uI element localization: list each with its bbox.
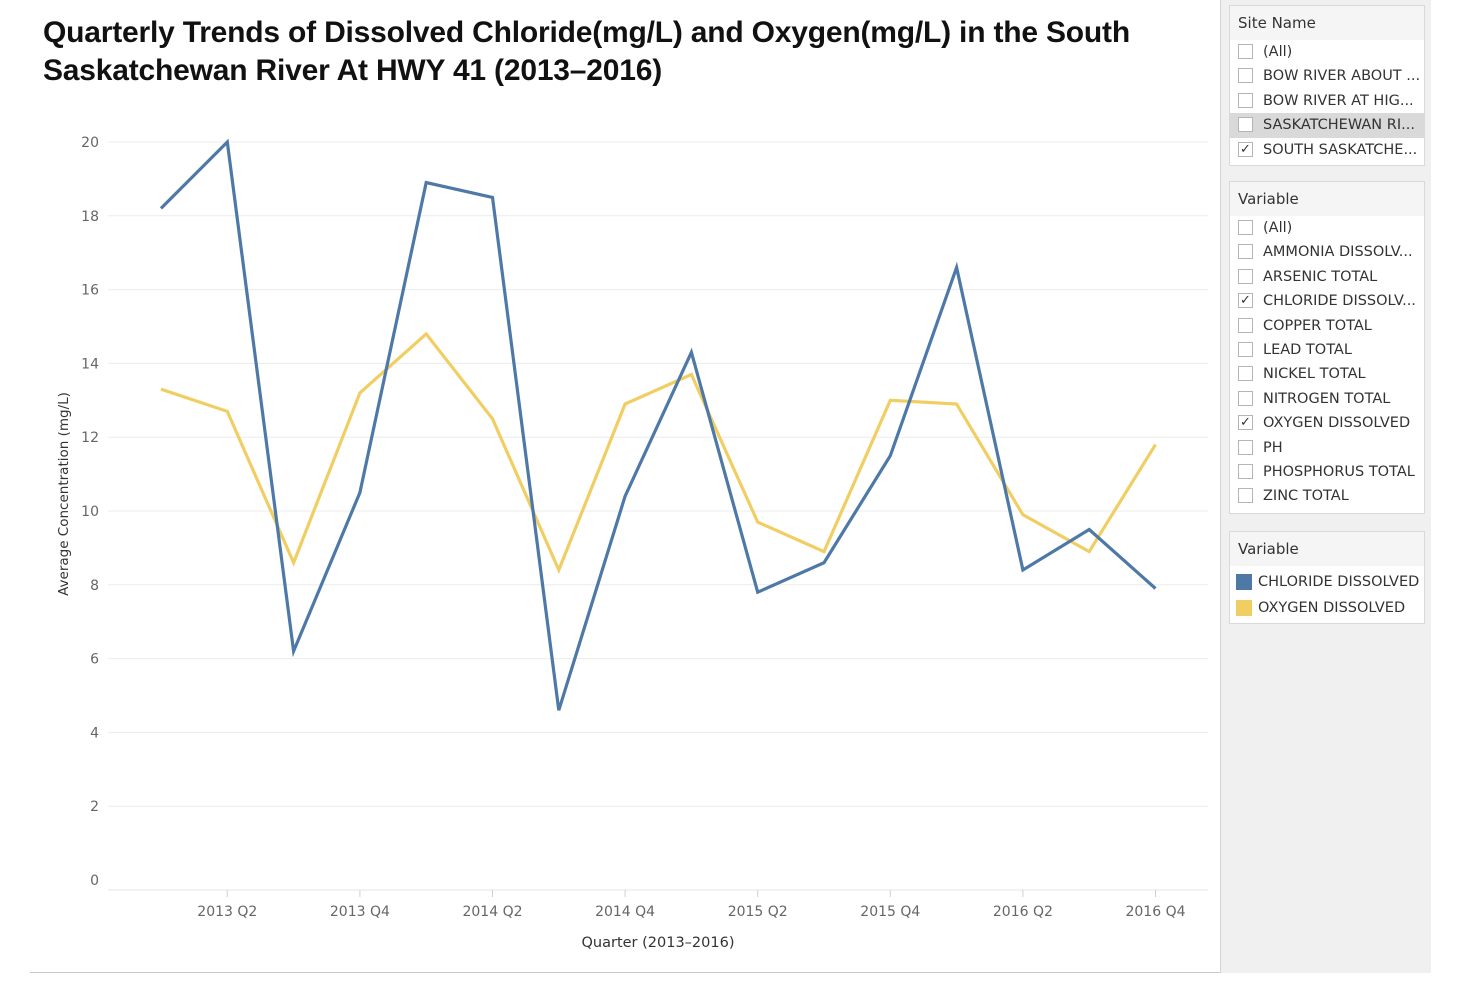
x-axis-label: Quarter (2013–2016) — [582, 935, 735, 951]
site-filter-item[interactable]: (All) — [1230, 40, 1424, 64]
checkbox[interactable] — [1238, 117, 1253, 133]
variable-filter-item-label: CHLORIDE DISSOLV... — [1263, 293, 1416, 310]
y-axis-label: Average Concentration (mg/L) — [56, 392, 72, 596]
y-tick-label: 0 — [90, 873, 99, 889]
site-filter-item[interactable]: BOW RIVER ABOUT ... — [1230, 64, 1424, 88]
y-tick-label: 18 — [81, 209, 99, 225]
checkbox[interactable] — [1238, 463, 1253, 479]
oxygen-series-line[interactable] — [160, 331, 1157, 575]
variable-filter-item-label: NITROGEN TOTAL — [1263, 390, 1391, 407]
color-legend: Variable CHLORIDE DISSOLVED OXYGEN DISSOL… — [1229, 531, 1425, 624]
checkbox[interactable] — [1238, 390, 1253, 406]
x-tick-label: 2016 Q4 — [1125, 904, 1185, 920]
checkbox[interactable] — [1238, 220, 1253, 235]
checkbox[interactable] — [1238, 92, 1253, 108]
site-filter-item-label: (All) — [1263, 44, 1293, 60]
site-filter-item-label: SOUTH SASKATCHE... — [1263, 141, 1418, 158]
legend-title: Variable — [1230, 532, 1424, 566]
variable-filter-item[interactable]: ARSENIC TOTAL — [1230, 265, 1424, 289]
checkbox[interactable]: ✓ — [1238, 141, 1253, 157]
variable-filter-item[interactable]: AMMONIA DISSOLV... — [1230, 240, 1424, 264]
x-tick-label: 2013 Q4 — [330, 904, 390, 920]
checkbox[interactable]: ✓ — [1238, 293, 1253, 309]
site-name-filter: Site Name (All) BOW RIVER ABOUT ... BOW RI… — [1229, 5, 1425, 166]
site-filter-item-label: BOW RIVER ABOUT ... — [1263, 68, 1421, 85]
variable-filter-item[interactable]: NICKEL TOTAL — [1230, 362, 1424, 386]
y-tick-label: 14 — [81, 356, 99, 372]
site-filter-item-label: BOW RIVER AT HIG... — [1263, 92, 1414, 109]
divider — [30, 972, 1220, 973]
checkbox[interactable] — [1238, 439, 1253, 455]
legend-item-label: OXYGEN DISSOLVED — [1258, 600, 1406, 616]
variable-filter-title: Variable — [1230, 182, 1424, 216]
y-tick-label: 4 — [90, 725, 99, 741]
site-filter-item[interactable]: ✓ SOUTH SASKATCHE... — [1230, 138, 1424, 162]
y-tick-label: 6 — [90, 652, 99, 668]
checkbox[interactable] — [1238, 68, 1253, 84]
chloride-series-line[interactable] — [159, 138, 1157, 711]
gridlines — [108, 141, 1208, 891]
x-tick-label: 2014 Q2 — [462, 904, 522, 920]
variable-filter-item-label: ARSENIC TOTAL — [1263, 268, 1378, 285]
series-lines — [159, 138, 1157, 711]
legend-swatch — [1236, 574, 1252, 590]
variable-filter-item[interactable]: PHOSPHORUS TOTAL — [1230, 460, 1424, 484]
variable-filter-item-label: LEAD TOTAL — [1263, 341, 1352, 358]
x-tick-label: 2015 Q4 — [860, 904, 920, 920]
y-tick-label: 20 — [81, 135, 99, 151]
y-tick-label: 10 — [81, 504, 99, 520]
variable-filter-item[interactable]: (All) — [1230, 216, 1424, 240]
y-tick-label: 8 — [90, 578, 99, 594]
variable-filter-item[interactable]: PH — [1230, 436, 1424, 460]
y-tick-label: 2 — [90, 799, 99, 815]
legend-item[interactable]: CHLORIDE DISSOLVED — [1230, 569, 1424, 595]
y-axis-ticks: 0 2 4 6 8 10 12 14 16 18 20 — [81, 135, 99, 889]
variable-filter-item[interactable]: ZINC TOTAL — [1230, 484, 1424, 508]
variable-filter-item-label: (All) — [1263, 220, 1293, 236]
checkbox[interactable] — [1238, 341, 1253, 357]
checkbox[interactable] — [1238, 317, 1253, 333]
legend-item[interactable]: OXYGEN DISSOLVED — [1230, 595, 1424, 621]
site-name-filter-title: Site Name — [1230, 6, 1424, 40]
checkbox[interactable] — [1238, 268, 1253, 284]
checkbox[interactable]: ✓ — [1238, 415, 1253, 431]
variable-filter-item-label: PH — [1263, 439, 1283, 456]
y-tick-label: 16 — [81, 283, 99, 299]
checkbox[interactable] — [1238, 244, 1253, 260]
site-filter-item-label: SASKATCHEWAN RI... — [1263, 117, 1415, 134]
site-filter-item[interactable]: BOW RIVER AT HIG... — [1230, 89, 1424, 113]
variable-filter-item-label: ZINC TOTAL — [1263, 488, 1349, 505]
variable-filter-item[interactable]: LEAD TOTAL — [1230, 338, 1424, 362]
site-filter-item[interactable]: SASKATCHEWAN RI... — [1230, 113, 1424, 138]
checkbox[interactable] — [1238, 488, 1253, 504]
y-tick-label: 12 — [81, 430, 99, 446]
variable-filter-item[interactable]: ✓ CHLORIDE DISSOLV... — [1230, 289, 1424, 313]
variable-filter-item[interactable]: NITROGEN TOTAL — [1230, 387, 1424, 411]
x-axis-ticks: 2013 Q2 2013 Q4 2014 Q2 2014 Q4 2015 Q2 2015 … — [197, 890, 1186, 920]
variable-filter: Variable (All) AMMONIA DISSOLV... ARSENIC … — [1229, 181, 1425, 514]
checkbox[interactable] — [1238, 44, 1253, 59]
variable-filter-item-label: OXYGEN DISSOLVED — [1263, 415, 1411, 432]
x-tick-label: 2014 Q4 — [595, 904, 655, 920]
x-tick-label: 2016 Q2 — [993, 904, 1053, 920]
variable-filter-item-label: AMMONIA DISSOLV... — [1263, 244, 1413, 261]
variable-filter-item-label: COPPER TOTAL — [1263, 317, 1372, 334]
variable-filter-item-label: NICKEL TOTAL — [1263, 366, 1366, 383]
legend-item-label: CHLORIDE DISSOLVED — [1258, 574, 1420, 590]
chart-title: Quarterly Trends of Dissolved Chloride(m… — [43, 16, 1130, 87]
legend-swatch — [1236, 600, 1252, 616]
x-tick-label: 2013 Q2 — [197, 904, 257, 920]
checkbox[interactable] — [1238, 366, 1253, 382]
x-tick-label: 2015 Q2 — [728, 904, 788, 920]
variable-filter-item[interactable]: COPPER TOTAL — [1230, 314, 1424, 338]
variable-filter-item[interactable]: ✓ OXYGEN DISSOLVED — [1230, 411, 1424, 435]
variable-filter-item-label: PHOSPHORUS TOTAL — [1263, 463, 1415, 480]
